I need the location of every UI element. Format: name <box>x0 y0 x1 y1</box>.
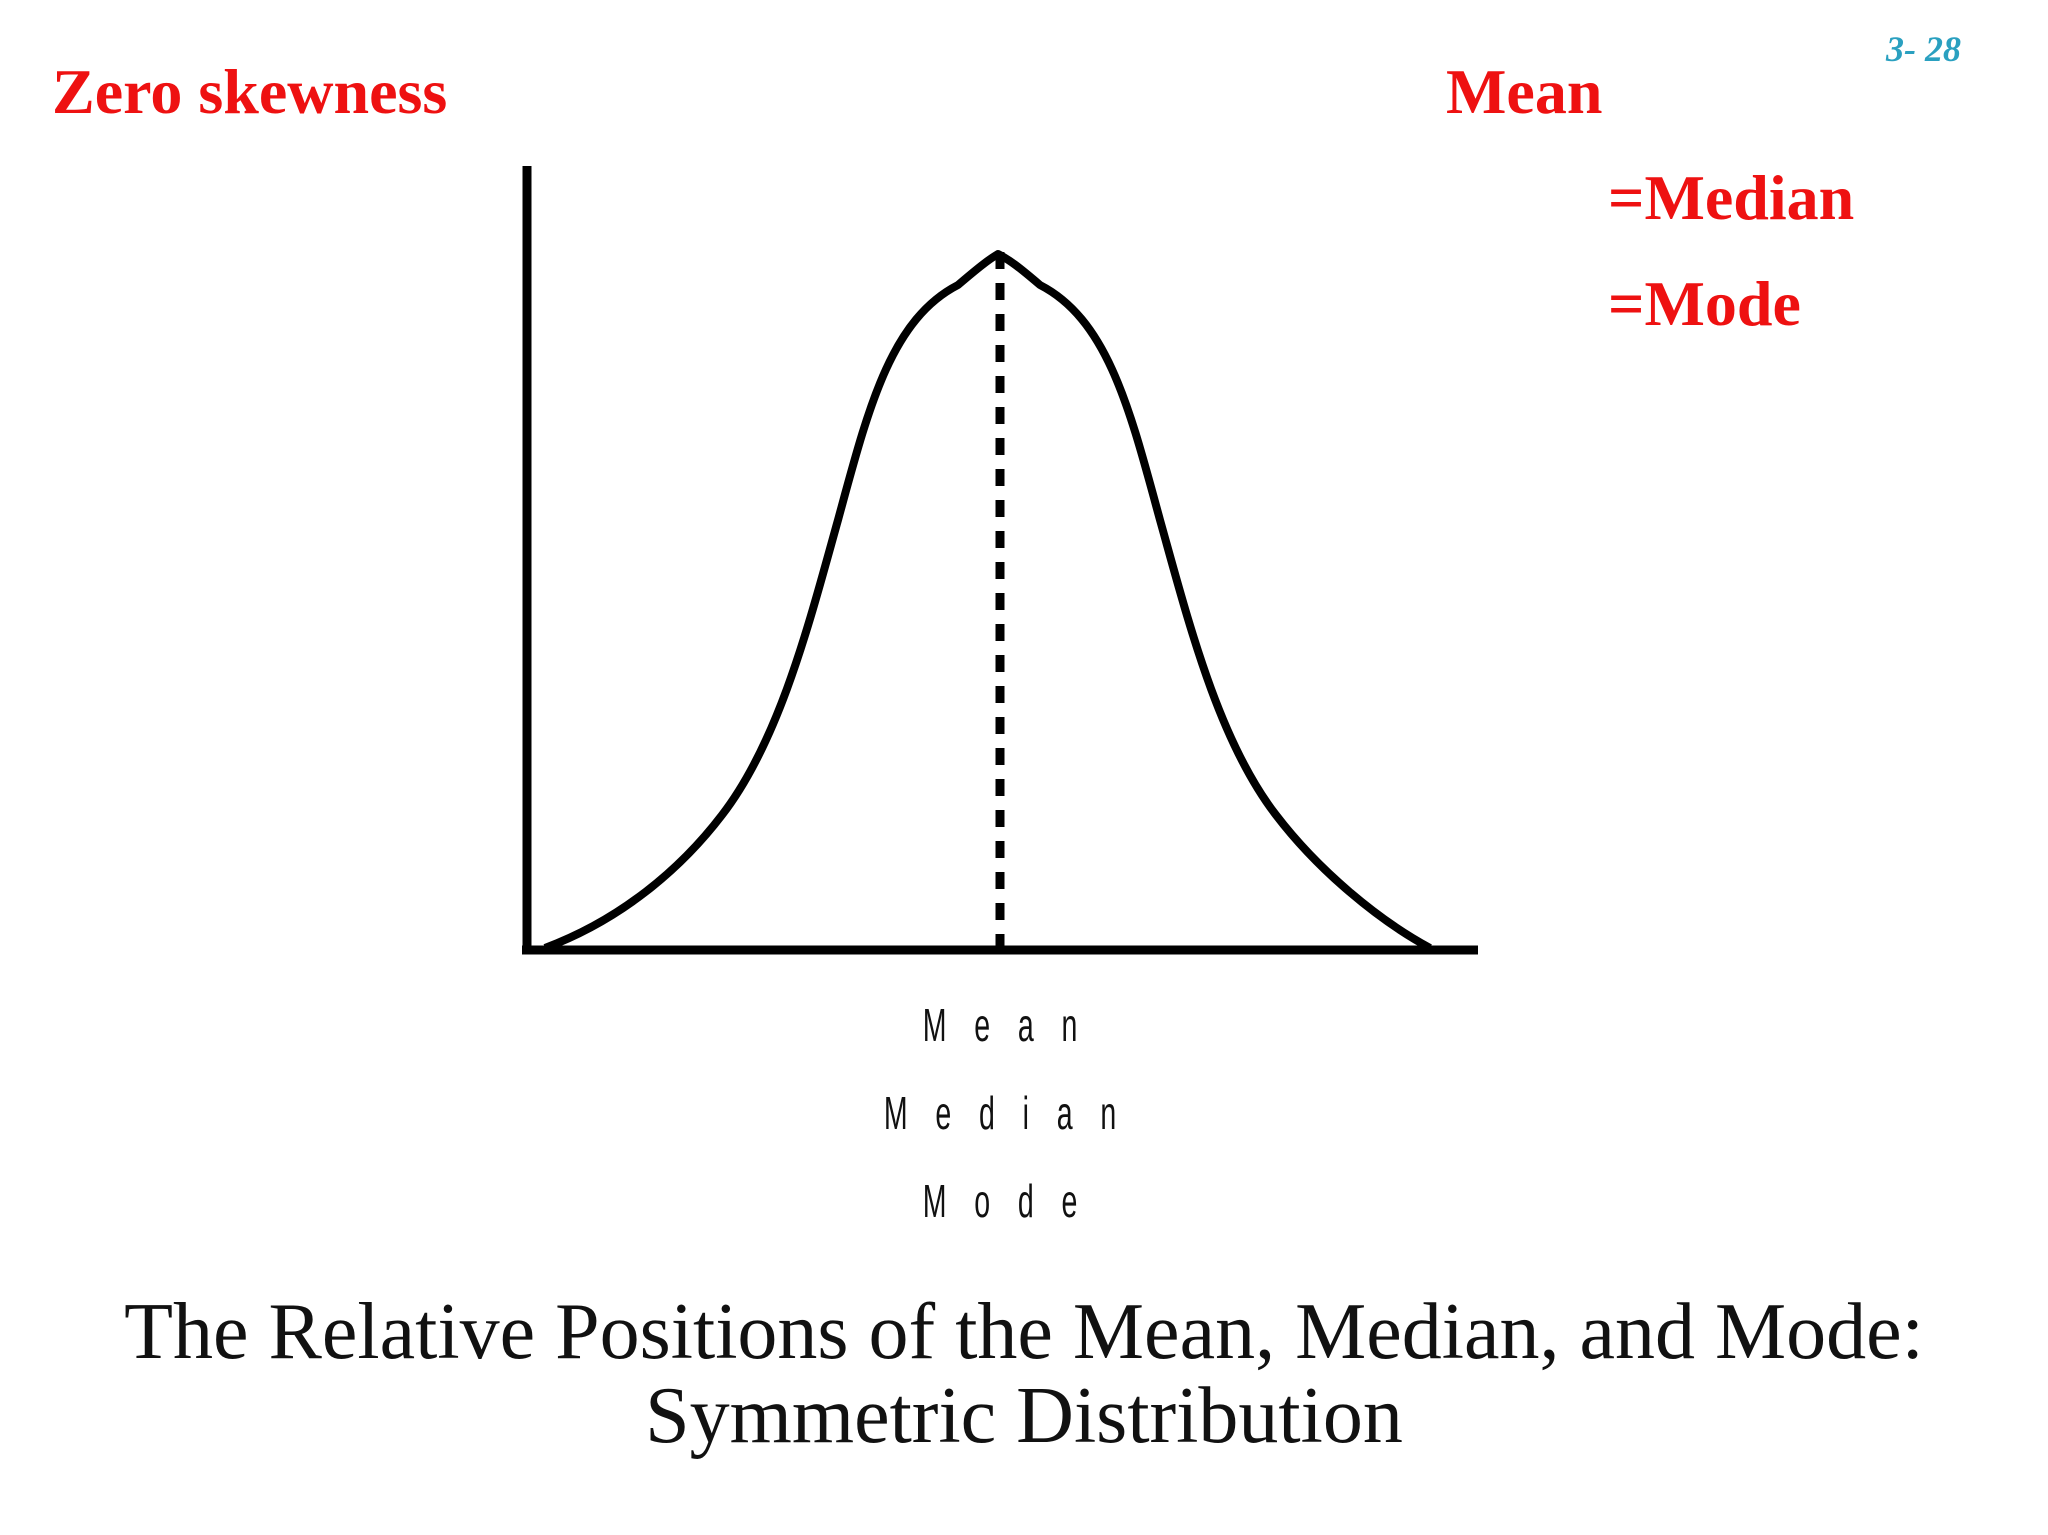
axis-label-mean: M e a n <box>922 999 1088 1051</box>
caption-line-2: Symmetric Distribution <box>645 1372 1403 1460</box>
axis-label-mode: M o d e <box>922 1175 1088 1227</box>
mean-label: Mean <box>1446 56 1603 127</box>
mode-equality-label: =Mode <box>1608 268 1801 339</box>
axis-label-median: M e d i a n <box>883 1087 1127 1139</box>
caption-line-1: The Relative Positions of the Mean, Medi… <box>124 1288 1924 1376</box>
median-equality-label: =Median <box>1608 162 1855 233</box>
bell-curve <box>543 250 1432 952</box>
zero-skewness-heading: Zero skewness <box>52 56 448 127</box>
page-number: 3- 28 <box>1886 29 1961 69</box>
